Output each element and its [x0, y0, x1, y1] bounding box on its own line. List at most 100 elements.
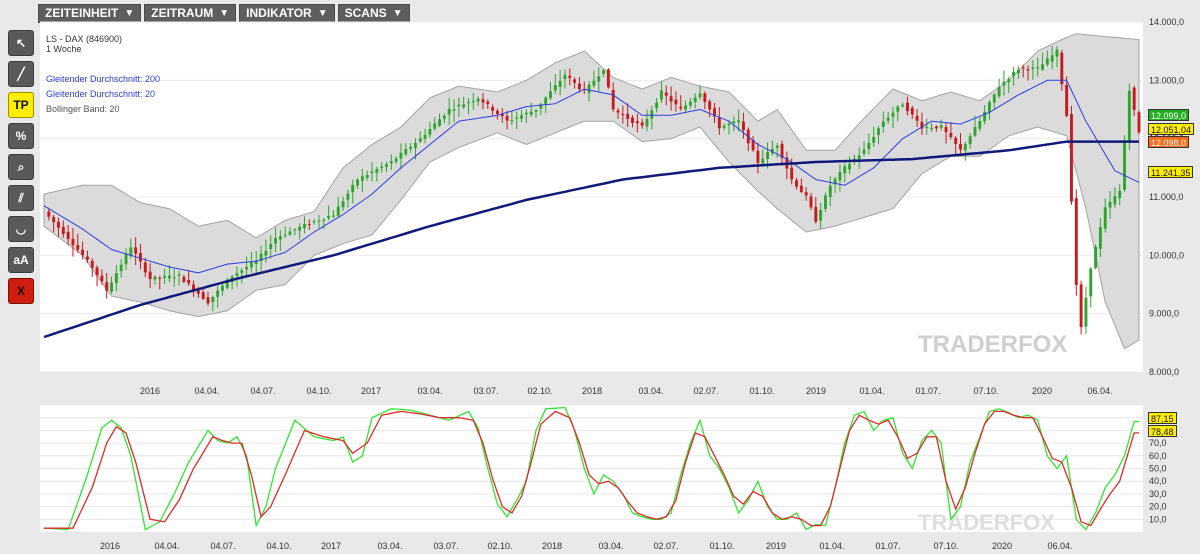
candle-body [988, 102, 991, 112]
candle-body [259, 253, 263, 262]
candle-body [196, 290, 200, 294]
candle-body [1060, 52, 1064, 85]
candle-body [645, 118, 649, 127]
stoch-y-tick-label: 20,0 [1149, 502, 1167, 512]
candle-body [795, 180, 798, 187]
candle-body [341, 201, 345, 208]
x-tick-label: 2020 [1032, 386, 1052, 396]
candle-body [766, 152, 770, 159]
parallel-lines-tool-icon[interactable]: ⫽ [8, 185, 34, 211]
candle-body [163, 275, 167, 278]
x-tick-label: 04.04. [194, 386, 219, 396]
y-tick-label: 9.000,0 [1149, 309, 1179, 319]
stoch-x-tick-label: 2018 [542, 541, 562, 551]
candle-body [452, 109, 456, 111]
caret-down-icon: ▼ [392, 8, 403, 19]
x-tick-label: 01.04. [859, 386, 884, 396]
candle-body [1041, 64, 1044, 70]
candle-body [47, 211, 51, 217]
candle-body [298, 226, 302, 231]
candle-body [129, 247, 133, 257]
menu-zeitraum-button[interactable]: ZEITRAUM ▼ [144, 4, 237, 23]
candle-body [351, 184, 355, 193]
candle-body [901, 104, 905, 107]
percent-tool-icon[interactable]: % [8, 123, 34, 149]
candle-body [529, 111, 533, 115]
candle-body [558, 80, 562, 87]
candle-body [534, 110, 538, 112]
remove-tool-button[interactable]: X [8, 278, 34, 304]
candle-body [110, 282, 113, 292]
candle-body [790, 167, 794, 180]
stoch-x-tick-label: 01.10. [709, 541, 734, 551]
candle-body [1002, 81, 1006, 86]
candle-body [1031, 67, 1035, 69]
x-tick-label: 02.10. [527, 386, 552, 396]
price-tag-last: 12.099,0 [1148, 109, 1190, 121]
x-tick-label: 07.10. [973, 386, 998, 396]
stochastic-panel: 10,020,030,040,050,060,070,080,090,0TRAD… [40, 405, 1167, 551]
x-tick-label: 04.07. [250, 386, 275, 396]
stoch-x-tick-label: 2016 [100, 541, 120, 551]
candle-body [631, 117, 634, 123]
candle-body [95, 267, 99, 276]
zoom-tool-icon[interactable]: ⌕ [8, 154, 34, 180]
candle-body [732, 121, 736, 124]
candle-body [380, 166, 384, 168]
tp-tool-button[interactable]: TP [8, 92, 34, 118]
line-tool-icon[interactable]: ╱ [8, 61, 34, 87]
candle-body [602, 70, 606, 74]
candle-body [1055, 49, 1059, 57]
candle-body [1065, 84, 1069, 116]
candle-body [100, 275, 104, 282]
candle-body [520, 115, 524, 119]
candle-body [76, 244, 80, 250]
candle-body [1074, 198, 1078, 285]
text-tool-button[interactable]: aA [8, 247, 34, 273]
stoch-x-tick-label: 04.07. [210, 541, 235, 551]
candle-body [1079, 284, 1083, 328]
candle-body [573, 79, 577, 83]
price-tag-sma20: 12.051,04 [1148, 123, 1195, 135]
price-panel: 14.000,013.000,012.000,011.000,010.000,0… [40, 17, 1184, 396]
candle-body [655, 102, 659, 108]
candle-body [182, 276, 186, 282]
candle-body [804, 192, 808, 196]
stoch-k-value: 87,15 [1148, 412, 1177, 424]
candle-body [838, 172, 842, 181]
candle-body [505, 115, 509, 121]
candle-body [172, 277, 176, 279]
candle-body [751, 139, 755, 151]
cursor-tool-icon[interactable]: ↖ [8, 30, 34, 56]
watermark-logo: TRADERFOX [918, 331, 1067, 358]
candle-body [201, 292, 205, 299]
candle-body [1070, 113, 1073, 202]
candle-body [331, 215, 335, 217]
bollinger-band [43, 33, 1140, 350]
stoch-d-line [44, 410, 1139, 529]
stoch-y-tick-label: 10,0 [1149, 514, 1167, 524]
candle-body [688, 101, 692, 106]
stoch-x-tick-label: 03.04. [598, 541, 623, 551]
candle-body [1113, 196, 1117, 205]
curve-tool-icon[interactable]: ◡ [8, 216, 34, 242]
candle-body [920, 121, 924, 129]
candle-body [240, 270, 244, 273]
candle-body [1012, 71, 1016, 77]
candle-body [621, 114, 625, 116]
x-tick-label: 06.04. [1087, 386, 1112, 396]
price-tag-close: 12.098,0 [1148, 136, 1190, 148]
candle-body [409, 146, 413, 149]
candle-body [708, 101, 712, 110]
candle-body [515, 117, 519, 119]
candle-body [1021, 67, 1025, 69]
candle-body [848, 164, 852, 170]
caret-down-icon: ▼ [317, 8, 328, 19]
candle-body [944, 127, 948, 133]
candle-body [423, 135, 427, 139]
candle-body [375, 169, 379, 173]
y-tick-label: 14.000,0 [1149, 17, 1184, 27]
candle-body [978, 121, 982, 129]
x-tick-label: 2016 [140, 386, 160, 396]
